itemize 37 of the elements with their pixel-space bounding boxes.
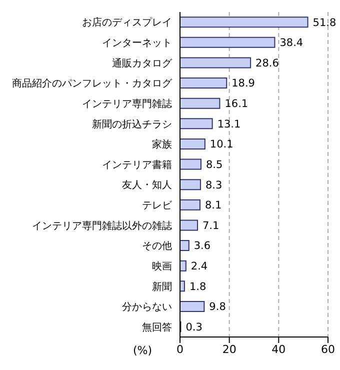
y-tick-label: インテリア書籍: [102, 158, 172, 171]
data-label: 8.1: [204, 200, 222, 212]
y-tick-label: 通販カタログ: [112, 57, 173, 70]
data-label: 8.5: [206, 158, 223, 171]
data-label: 28.6: [256, 57, 280, 70]
data-label: 1.8: [189, 280, 206, 293]
y-tick-label: 友人・知人: [122, 179, 172, 192]
y-tick-label: その他: [142, 240, 172, 252]
data-label: 0.3: [186, 321, 202, 334]
data-label: 13.1: [217, 118, 241, 130]
x-tick-label: 0: [176, 342, 184, 356]
y-tick-label: お店のディスプレイ: [82, 16, 172, 29]
data-label: 51.8: [312, 16, 336, 29]
data-label: 8.3: [205, 179, 222, 192]
data-label: 10.1: [210, 138, 234, 151]
data-label: 2.4: [190, 260, 208, 273]
y-tick-label: 分からない: [122, 301, 172, 314]
y-tick-label: インターネット: [102, 38, 172, 50]
y-tick-label: 新聞: [152, 280, 172, 293]
y-tick-label: テレビ: [142, 200, 173, 212]
x-axis-title: (%): [133, 344, 152, 357]
data-label: 16.1: [224, 98, 248, 110]
data-label: 18.9: [232, 78, 256, 90]
data-label: 7.1: [202, 220, 220, 232]
y-tick-label: 家族: [152, 138, 172, 151]
y-tick-label: 無回答: [142, 321, 172, 334]
y-tick-label: インテリア専門雑誌: [82, 98, 172, 110]
data-label: 38.4: [280, 37, 304, 50]
data-label: 3.6: [194, 240, 211, 252]
y-tick-label: 映画: [152, 260, 172, 272]
y-tick-label: 商品紹介のパンフレット・カタログ: [12, 78, 173, 90]
y-tick-label: インテリア専門雑誌以外の雑誌: [32, 220, 172, 232]
y-tick-label: 新聞の折込チラシ: [92, 118, 172, 130]
x-tick-label: 20: [222, 342, 236, 356]
data-label: 9.8: [209, 301, 226, 314]
x-tick-label: 40: [272, 342, 286, 356]
x-tick-label: 60: [321, 342, 335, 356]
